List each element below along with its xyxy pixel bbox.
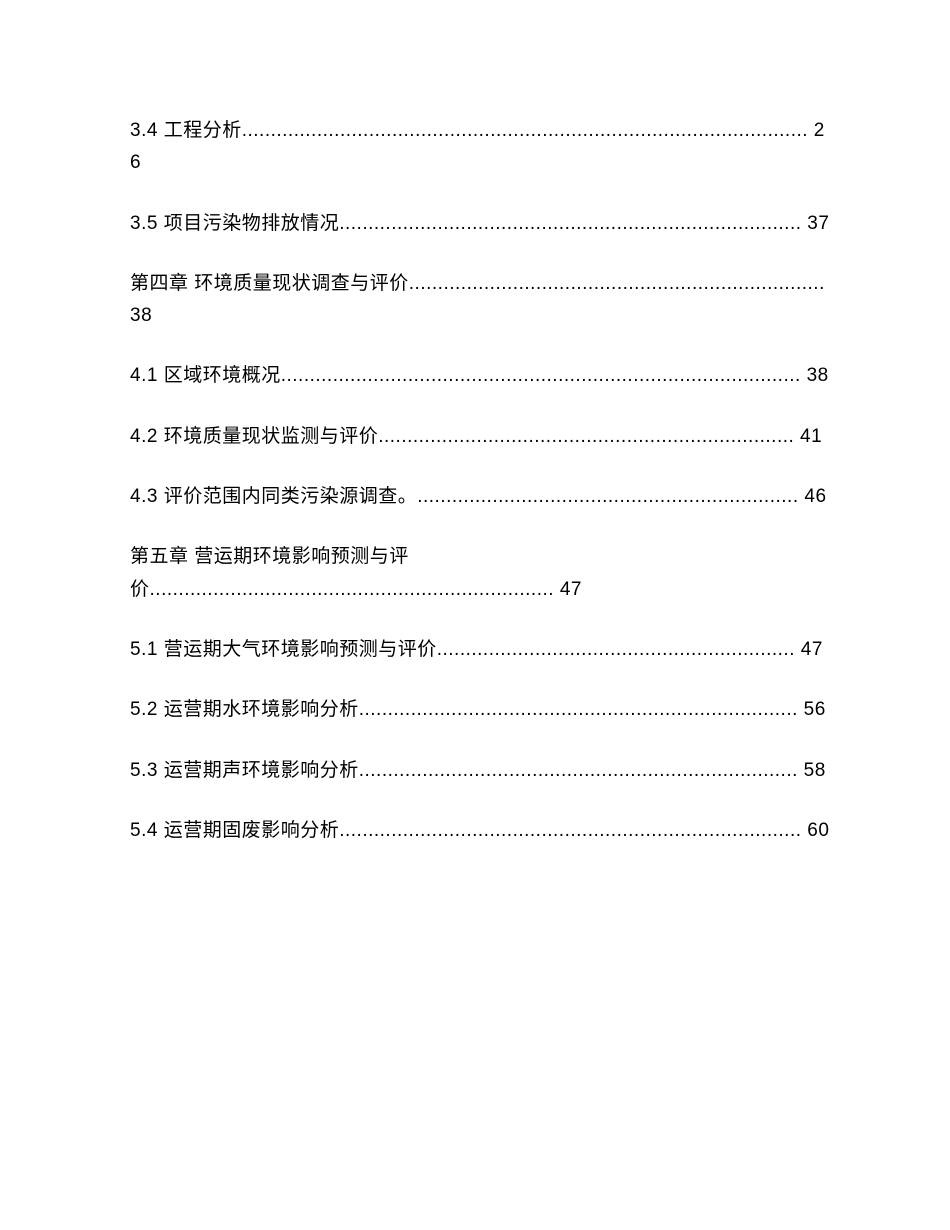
toc-entry: 5.1 营运期大气环境影响预测与评价......................… — [130, 634, 830, 666]
toc-page: 58 — [798, 760, 826, 781]
toc-entry: 5.3 运营期声环境影响分析..........................… — [130, 755, 830, 787]
toc-page: 37 — [802, 213, 830, 234]
toc-dots: ........................................… — [242, 120, 762, 141]
toc-dots: ........................................… — [339, 213, 801, 234]
toc-label: 5.2 运营期水环境影响分析 — [130, 699, 359, 720]
toc-label: 5.3 运营期声环境影响分析 — [130, 760, 359, 781]
toc-dots: ........................................… — [437, 639, 795, 660]
toc-entry: 第五章 营运期环境影响预测与评价........................… — [130, 541, 830, 606]
toc-page: 41 — [794, 426, 822, 447]
toc-container: 3.4 工程分析................................… — [130, 115, 830, 847]
toc-dots: ........................................… — [378, 426, 794, 447]
toc-label: 3.5 项目污染物排放情况 — [130, 213, 339, 234]
toc-label: 4.2 环境质量现状监测与评价 — [130, 426, 378, 447]
toc-entry: 5.4 运营期固废影响分析...........................… — [130, 815, 830, 847]
toc-label: 5.4 运营期固废影响分析 — [130, 820, 339, 841]
toc-page: 47 — [554, 579, 582, 600]
toc-label: 5.1 营运期大气环境影响预测与评价 — [130, 639, 437, 660]
toc-dots: ........................................… — [359, 760, 798, 781]
toc-entry: 4.1 区域环境概况..............................… — [130, 360, 830, 392]
toc-dots: ........................................… — [359, 699, 798, 720]
toc-dots: ........................................… — [281, 365, 801, 386]
toc-entry: 第四章 环境质量现状调查与评价.........................… — [130, 268, 830, 333]
toc-entry: 4.3 评价范围内同类污染源调查。.......................… — [130, 481, 830, 513]
toc-label: 4.1 区域环境概况 — [130, 365, 281, 386]
toc-label: 3.4 工程分析 — [130, 120, 242, 141]
toc-entry: 3.4 工程分析................................… — [130, 115, 830, 180]
toc-page: 47 — [795, 639, 823, 660]
toc-page: 38 — [130, 305, 152, 326]
toc-entry: 4.2 环境质量现状监测与评价.........................… — [130, 421, 830, 453]
toc-label: 4.3 评价范围内同类污染源调查。 — [130, 486, 417, 507]
toc-page: 46 — [799, 486, 827, 507]
toc-entry: 5.2 运营期水环境影响分析..........................… — [130, 694, 830, 726]
toc-page: 56 — [798, 699, 826, 720]
toc-dots: ........................................… — [409, 273, 825, 294]
toc-dots: ........................................… — [417, 486, 798, 507]
toc-dots: ........................................… — [339, 820, 801, 841]
toc-entry: 3.5 项目污染物排放情况...........................… — [130, 208, 830, 240]
toc-page: 60 — [802, 820, 830, 841]
toc-dots: ........................................… — [150, 579, 555, 600]
toc-page: 38 — [801, 365, 829, 386]
toc-label: 第四章 环境质量现状调查与评价 — [130, 273, 409, 294]
